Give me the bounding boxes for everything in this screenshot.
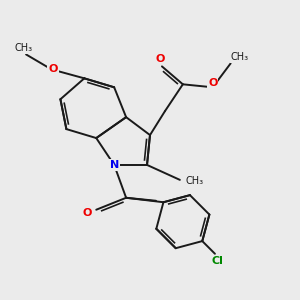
Text: CH₃: CH₃ [186,176,204,186]
Text: CH₃: CH₃ [14,44,32,53]
Text: CH₃: CH₃ [230,52,249,62]
Text: O: O [82,208,92,218]
Text: O: O [208,78,218,88]
Text: O: O [156,54,165,64]
Text: N: N [110,160,119,170]
Text: O: O [48,64,58,74]
Text: Cl: Cl [212,256,224,266]
